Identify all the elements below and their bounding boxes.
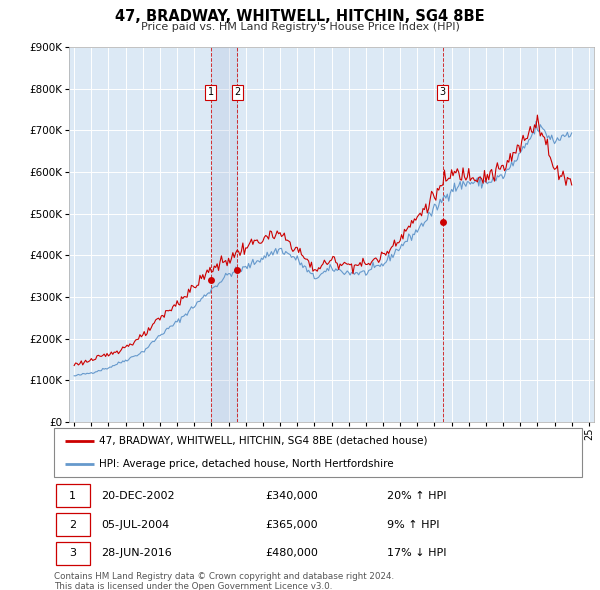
Text: £365,000: £365,000	[265, 520, 318, 529]
FancyBboxPatch shape	[54, 428, 582, 477]
Text: 1: 1	[208, 87, 214, 97]
Text: 28-JUN-2016: 28-JUN-2016	[101, 548, 172, 558]
Text: £340,000: £340,000	[265, 491, 318, 501]
Text: Price paid vs. HM Land Registry's House Price Index (HPI): Price paid vs. HM Land Registry's House …	[140, 22, 460, 32]
Text: 3: 3	[440, 87, 446, 97]
Text: This data is licensed under the Open Government Licence v3.0.: This data is licensed under the Open Gov…	[54, 582, 332, 590]
Text: HPI: Average price, detached house, North Hertfordshire: HPI: Average price, detached house, Nort…	[99, 460, 394, 470]
FancyBboxPatch shape	[56, 542, 90, 565]
Text: 1: 1	[69, 491, 76, 501]
Text: £480,000: £480,000	[265, 548, 318, 558]
Text: 47, BRADWAY, WHITWELL, HITCHIN, SG4 8BE: 47, BRADWAY, WHITWELL, HITCHIN, SG4 8BE	[115, 9, 485, 24]
Bar	[211, 47, 238, 422]
FancyBboxPatch shape	[56, 484, 90, 507]
Text: 47, BRADWAY, WHITWELL, HITCHIN, SG4 8BE (detached house): 47, BRADWAY, WHITWELL, HITCHIN, SG4 8BE …	[99, 436, 427, 446]
Text: 05-JUL-2004: 05-JUL-2004	[101, 520, 170, 529]
Text: 2: 2	[234, 87, 241, 97]
Text: 20-DEC-2002: 20-DEC-2002	[101, 491, 175, 501]
FancyBboxPatch shape	[56, 513, 90, 536]
Text: 3: 3	[69, 548, 76, 558]
Text: 9% ↑ HPI: 9% ↑ HPI	[386, 520, 439, 529]
Text: 2: 2	[69, 520, 76, 529]
Text: Contains HM Land Registry data © Crown copyright and database right 2024.: Contains HM Land Registry data © Crown c…	[54, 572, 394, 581]
Text: 17% ↓ HPI: 17% ↓ HPI	[386, 548, 446, 558]
Text: 20% ↑ HPI: 20% ↑ HPI	[386, 491, 446, 501]
